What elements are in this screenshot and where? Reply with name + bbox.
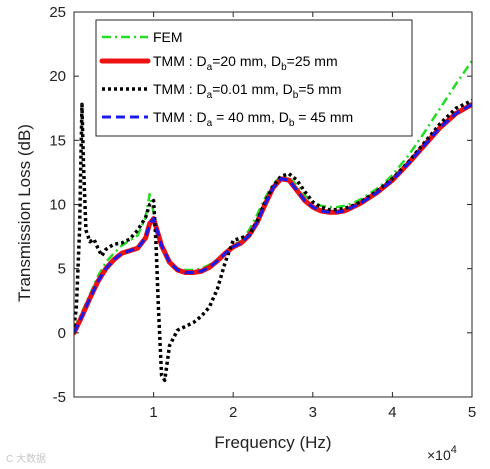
x-tick-label: 2 bbox=[229, 404, 237, 421]
legend-box bbox=[95, 19, 413, 137]
x-axis-multiplier: ×104 bbox=[427, 444, 457, 463]
y-tick-label: 20 bbox=[49, 68, 66, 85]
legend-swatches bbox=[99, 35, 151, 119]
y-tick-label: -5 bbox=[53, 389, 66, 406]
x-axis-title: Frequency (Hz) bbox=[214, 433, 331, 452]
tick-layer: 1 2 3 4 5 -5 0 5 10 15 20 25 bbox=[49, 4, 476, 421]
legend-entry-tmm-001-5: TMM : Da=0.01 mm, Db=5 mm bbox=[153, 81, 342, 101]
series-layer bbox=[74, 60, 472, 383]
y-tick-label: 15 bbox=[49, 132, 66, 149]
legend-entry-tmm-20-25: TMM : Da=20 mm, Db=25 mm bbox=[153, 53, 338, 73]
y-tick-label: 25 bbox=[49, 4, 66, 21]
legend-entry-fem: FEM bbox=[153, 29, 183, 45]
y-tick-label: 0 bbox=[58, 325, 66, 342]
series-line-3 bbox=[74, 98, 472, 383]
x-multiplier-exponent: 4 bbox=[451, 444, 457, 456]
series-line-4 bbox=[74, 103, 472, 334]
y-axis-title: Transmission Loss (dB) bbox=[15, 124, 34, 302]
x-multiplier-base: ×10 bbox=[427, 447, 451, 463]
x-tick-label: 3 bbox=[309, 404, 317, 421]
watermark: C 大数据 bbox=[6, 452, 46, 465]
legend: FEM TMM : Da=20 mm, Db=25 mm TMM : Da=0.… bbox=[95, 19, 413, 137]
series-line-1 bbox=[74, 60, 472, 330]
x-tick-label: 4 bbox=[388, 404, 396, 421]
x-tick-label: 5 bbox=[468, 404, 476, 421]
y-tick-label: 10 bbox=[49, 197, 66, 214]
legend-entry-tmm-40-45: TMM : Da = 40 mm, Db = 45 mm bbox=[153, 109, 353, 129]
x-tick-label: 1 bbox=[149, 404, 157, 421]
y-tick-label: 5 bbox=[58, 261, 66, 278]
